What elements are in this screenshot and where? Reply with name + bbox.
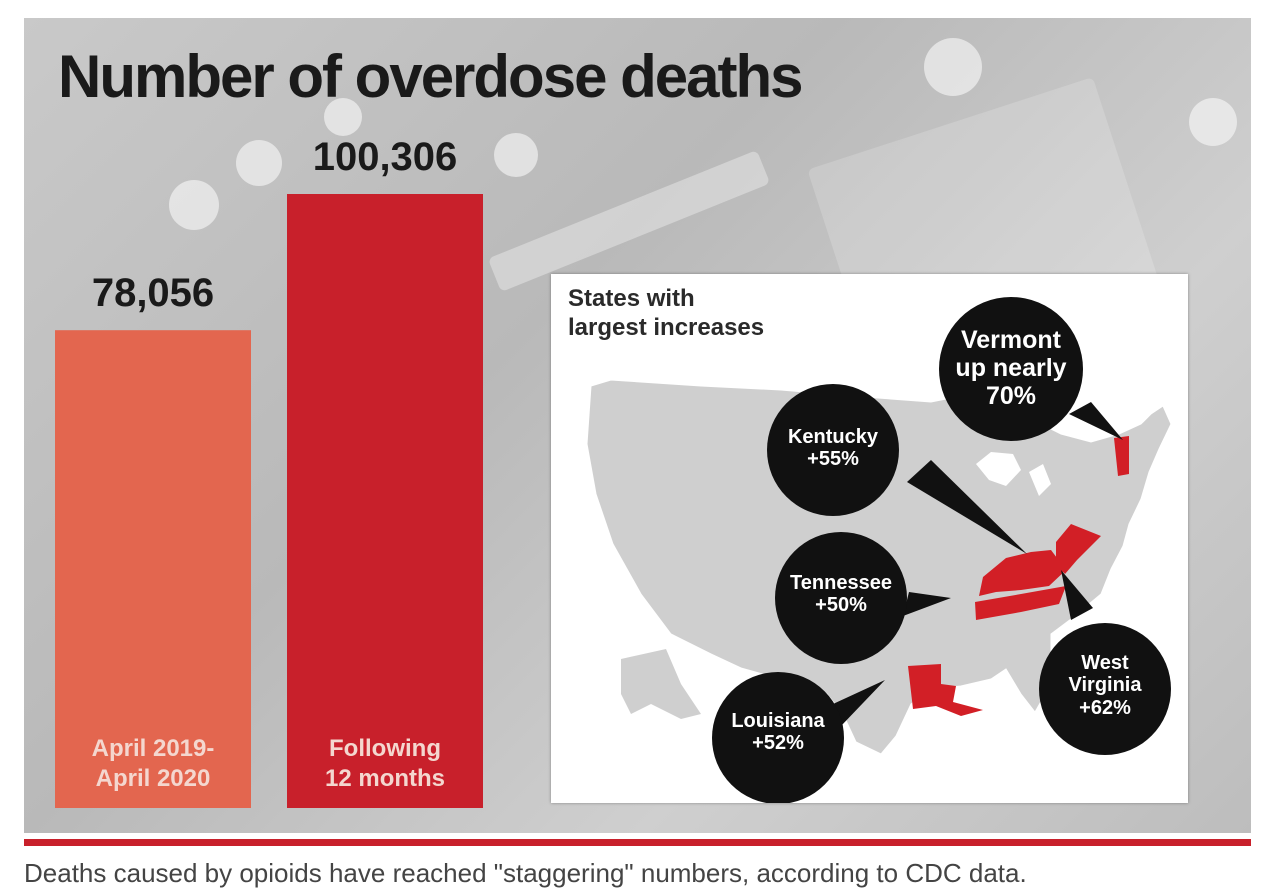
callout-line: +52% (752, 732, 804, 755)
map-title: States with largest increases (568, 284, 764, 342)
background-pill-decoration (324, 98, 362, 136)
tennessee-callout-bubble (775, 532, 907, 664)
callout-line: Vermont (960, 326, 1062, 354)
map-title-line: States with (568, 285, 695, 312)
bar-chart: 78,056 April 2019- April 2020 100,306 Follow… (55, 135, 483, 808)
west-virginia-callout-label: West Virginia +62% (1039, 652, 1171, 719)
callout-line: up nearly (955, 354, 1067, 382)
image-caption: Deaths caused by opioids have reached "s… (24, 858, 1027, 888)
callout-line: 70% (985, 382, 1037, 410)
louisiana-callout-pointer (833, 680, 885, 726)
bar-1 (55, 330, 251, 808)
bar-2 (287, 194, 483, 808)
bar-value-label: 100,306 (313, 135, 458, 179)
background-pill-decoration (169, 180, 219, 230)
background-pill-decoration (494, 133, 538, 177)
west-virginia-callout-pointer (1061, 570, 1093, 620)
louisiana-state (908, 664, 983, 716)
louisiana-callout-label: Louisiana +52% (712, 710, 844, 755)
callout-line: +50% (815, 594, 867, 617)
category-label: April 2019- (92, 735, 215, 762)
background-pill-decoration (1189, 98, 1237, 146)
chart-title: Number of overdose deaths (58, 43, 804, 110)
kentucky-callout-pointer (907, 460, 1027, 554)
kentucky-callout-bubble (767, 384, 899, 516)
category-label: 12 months (325, 765, 445, 792)
category-label: April 2020 (96, 765, 211, 792)
map-title-line: largest increases (568, 314, 765, 341)
west-virginia-callout-bubble (1039, 623, 1171, 755)
red-divider-rule (24, 839, 1251, 846)
background-pill-decoration (924, 38, 982, 96)
overdose-infographic: Number of overdose deaths 78,056 April 20… (24, 18, 1251, 833)
callout-line: Louisiana (731, 710, 825, 732)
category-label: Following (329, 735, 441, 762)
kentucky-state (979, 550, 1066, 596)
callout-line: Tennessee (790, 572, 892, 594)
map-panel: States with largest increases V (551, 274, 1188, 803)
callout-line: +55% (807, 448, 859, 471)
vermont-callout-bubble (939, 297, 1083, 441)
tennessee-callout-pointer (903, 592, 951, 616)
callout-line: +62% (1079, 696, 1131, 719)
kentucky-callout-label: Kentucky +55% (767, 426, 899, 471)
callout-line: West (1081, 652, 1129, 674)
vermont-state (1114, 436, 1129, 476)
great-lakes-shape (976, 452, 1021, 486)
louisiana-callout-bubble (712, 672, 844, 803)
west-virginia-state (1056, 524, 1101, 574)
vermont-callout-pointer (1069, 402, 1123, 440)
vermont-callout-label: Vermont up nearly 70% (939, 326, 1083, 410)
callout-line: Virginia (1068, 674, 1142, 697)
background-pill-decoration (236, 140, 282, 186)
alaska-shape (621, 649, 701, 719)
tennessee-state (975, 586, 1066, 620)
bar-value-label: 78,056 (92, 271, 214, 315)
callout-line: Kentucky (787, 426, 879, 448)
us-map (586, 297, 1172, 803)
great-lakes-shape (1029, 464, 1051, 496)
tennessee-callout-label: Tennessee +50% (775, 572, 907, 617)
